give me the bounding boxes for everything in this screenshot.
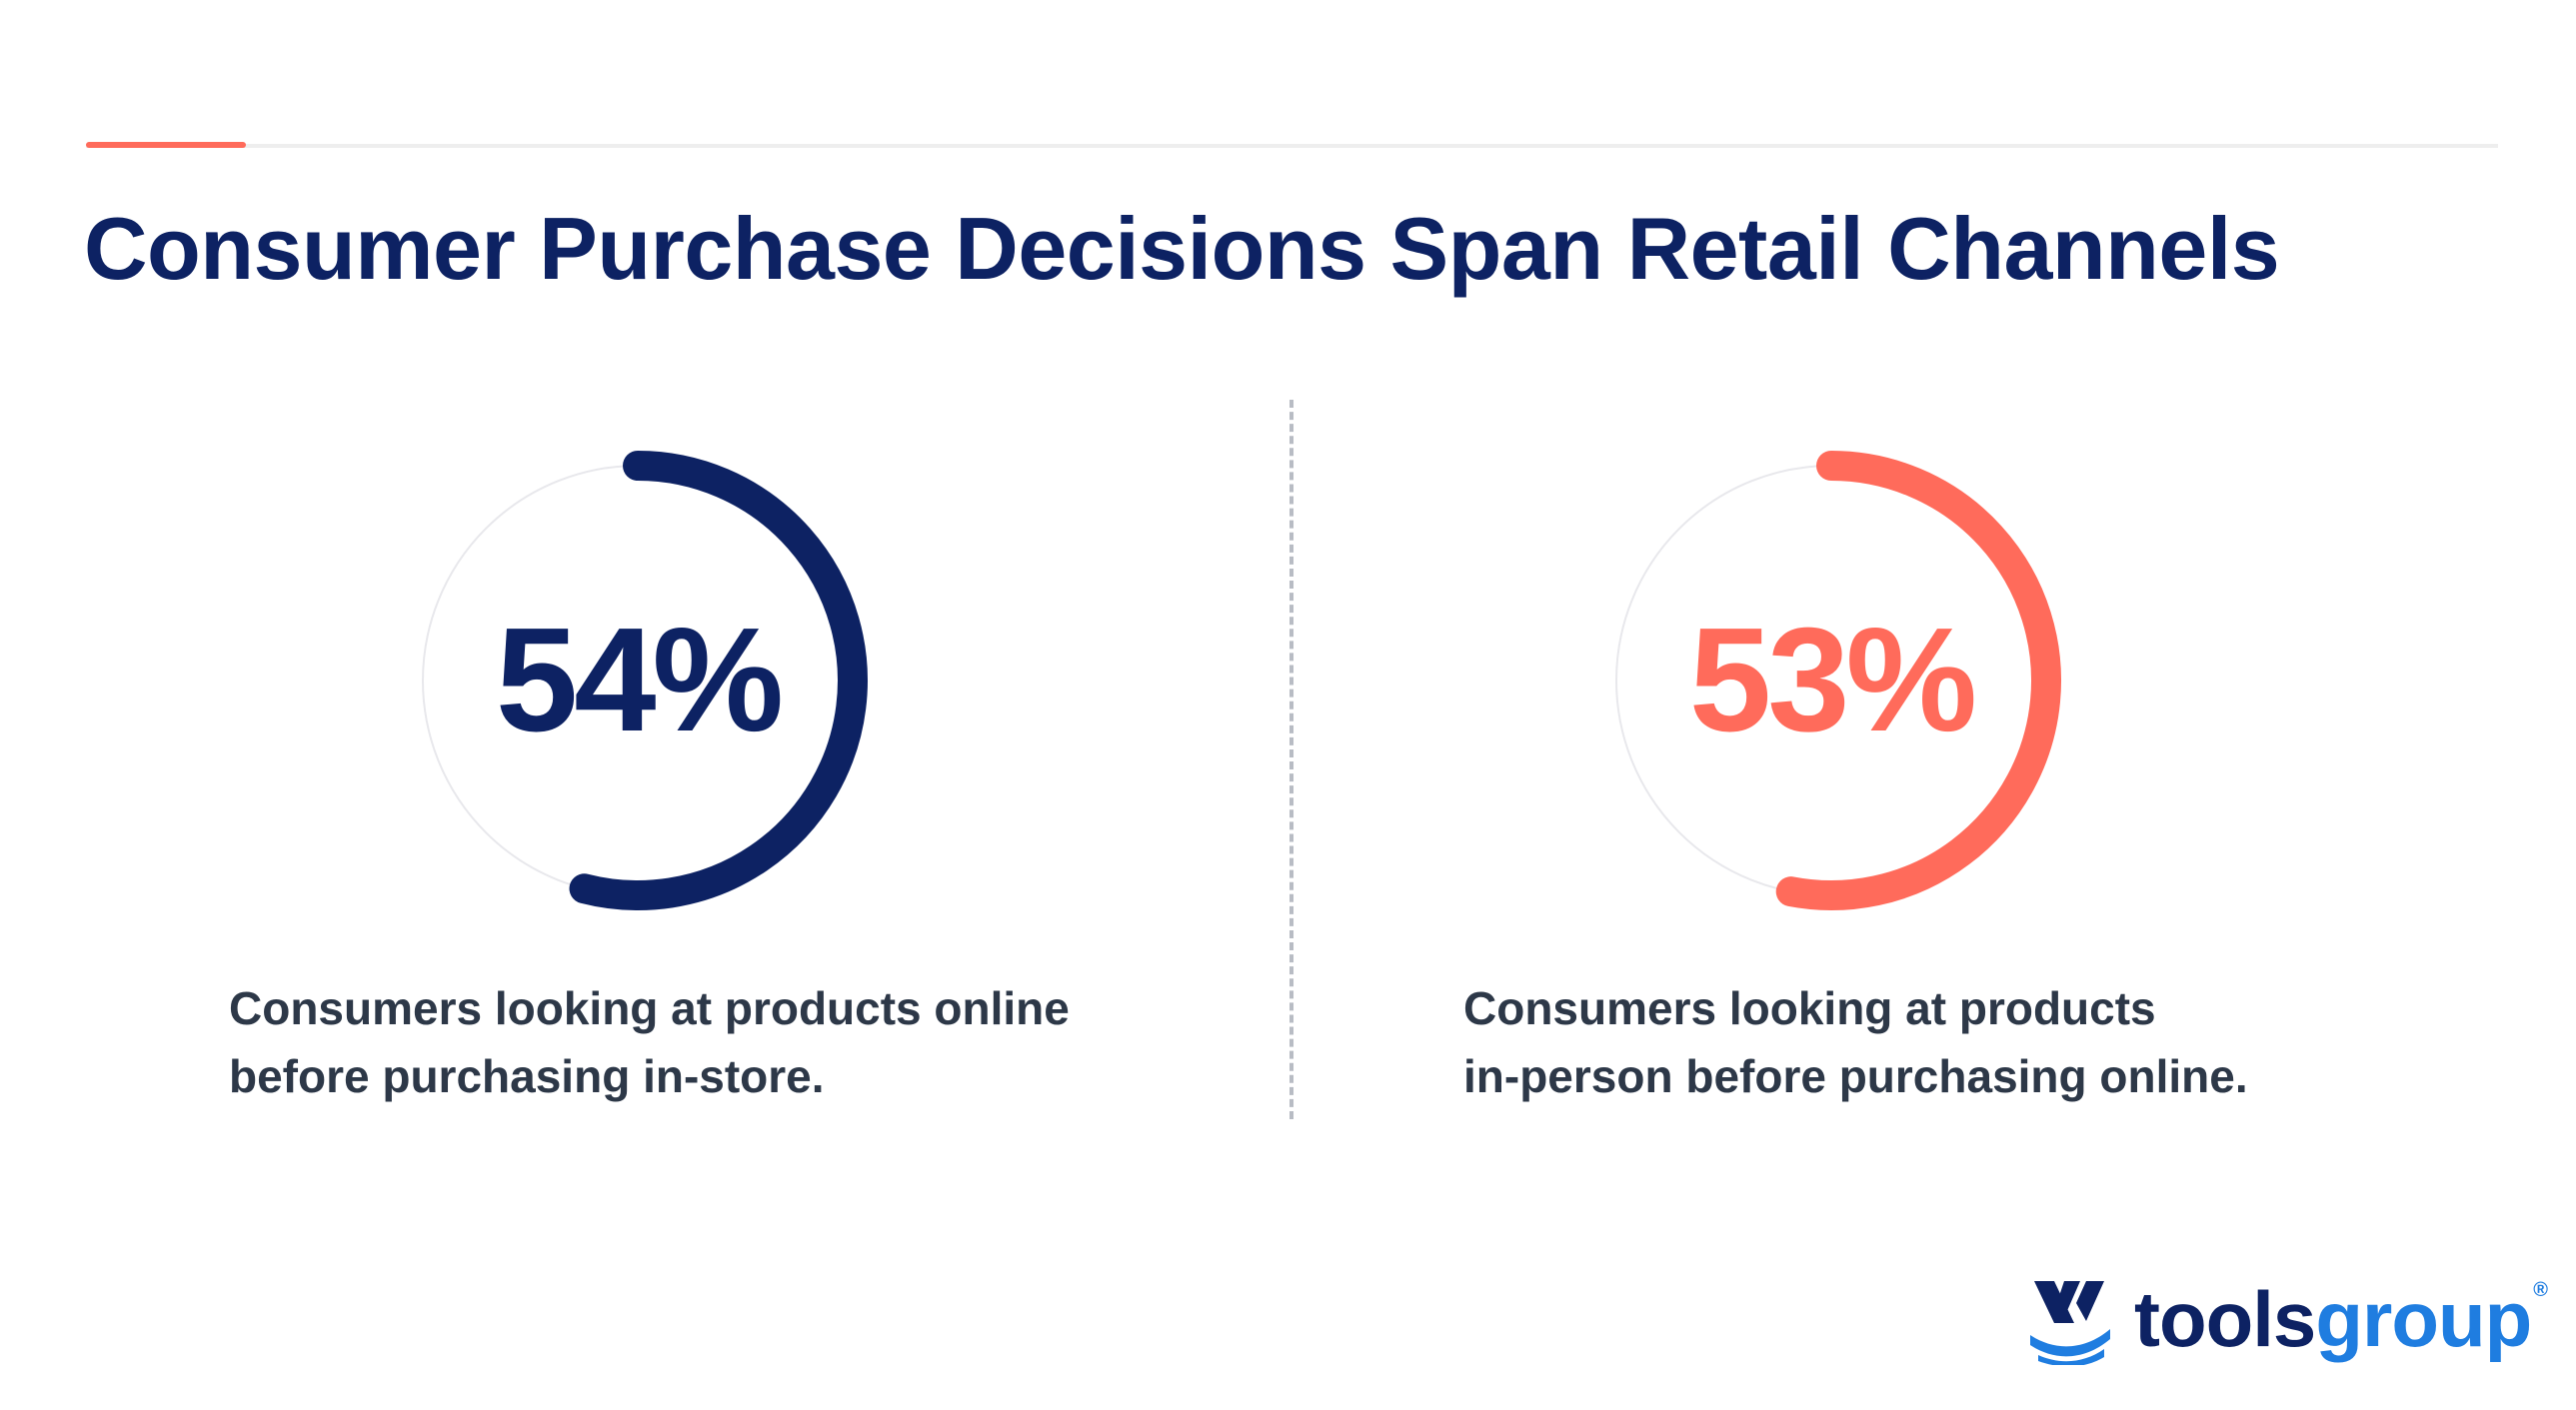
page-title: Consumer Purchase Decisions Span Retail … bbox=[84, 199, 2280, 298]
wordmark-group: group bbox=[2315, 1275, 2532, 1363]
caption-line: in-person before purchasing online. bbox=[1463, 1050, 2248, 1102]
caption-line: Consumers looking at products bbox=[1463, 982, 2156, 1034]
wordmark-tools: tools bbox=[2134, 1275, 2316, 1363]
donut-chart-inperson-online bbox=[1615, 451, 2061, 910]
stat-caption-inperson-online: Consumers looking at products in-person … bbox=[1463, 974, 2463, 1110]
toolsgroup-wordmark: toolsgroup ® bbox=[2134, 1279, 2548, 1358]
registered-mark: ® bbox=[2533, 1279, 2548, 1301]
stat-value-54: 54% bbox=[495, 598, 784, 762]
toolsgroup-logo-icon bbox=[2030, 1281, 2110, 1365]
stat-value-53: 53% bbox=[1688, 598, 1977, 762]
dashed-divider bbox=[1289, 400, 1293, 1119]
donut-chart-online-instore bbox=[422, 451, 868, 910]
donut-arc-53 bbox=[1775, 451, 2061, 910]
header-accent-bar bbox=[86, 142, 246, 148]
stat-caption-online-instore: Consumers looking at products online bef… bbox=[229, 974, 1229, 1110]
toolsgroup-logo: toolsgroup ® bbox=[2024, 1269, 2548, 1369]
caption-line: before purchasing in-store. bbox=[229, 1050, 825, 1102]
donut-arc-54 bbox=[569, 451, 868, 910]
caption-line: Consumers looking at products online bbox=[229, 982, 1070, 1034]
header-rule bbox=[86, 144, 2498, 148]
